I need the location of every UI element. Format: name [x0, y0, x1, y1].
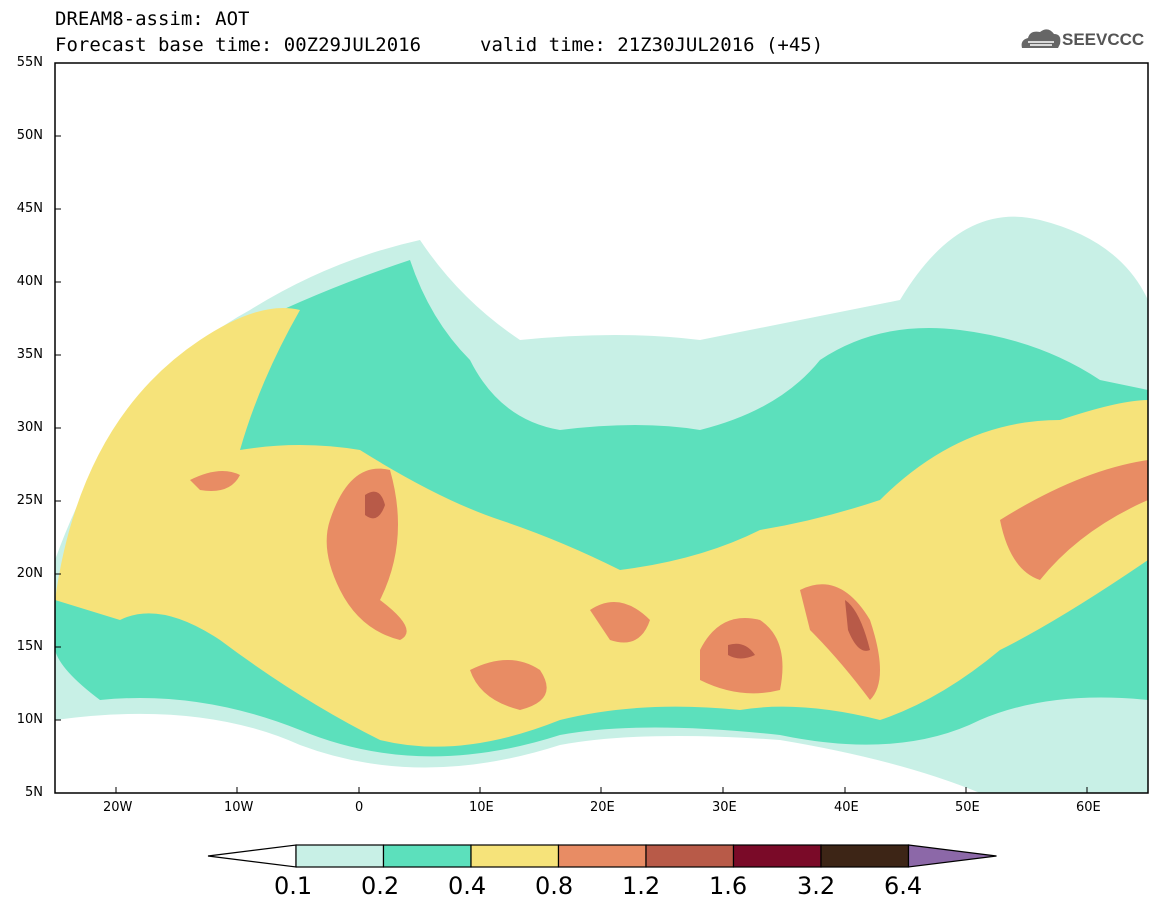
lon-label: 50E: [955, 800, 980, 815]
aot-band-0-8: [326, 468, 407, 640]
colorbar-label: 3.2: [797, 872, 836, 900]
base-time: Forecast base time: 00Z29JUL2016: [55, 34, 422, 56]
logo-icon: [1021, 29, 1061, 48]
colorbar-segment: [645, 844, 735, 868]
colorbar-segment: [820, 844, 910, 868]
title: DREAM8-assim: AOT: [55, 8, 250, 30]
colorbar-segment: [470, 844, 560, 868]
lat-label: 35N: [16, 347, 43, 362]
colorbar: [207, 844, 997, 868]
lat-label: 5N: [25, 785, 43, 800]
colorbar-label: 0.8: [535, 872, 574, 900]
colorbar-segment: [295, 844, 385, 868]
colorbar-arrow-left: [207, 844, 297, 868]
lat-label: 45N: [16, 201, 43, 216]
lon-label: 20W: [103, 800, 133, 815]
lon-label: 0: [355, 800, 364, 815]
colorbar-segment: [732, 844, 822, 868]
lon-label: 10E: [469, 800, 494, 815]
lon-label: 30E: [712, 800, 737, 815]
lat-label: 25N: [16, 493, 43, 508]
aot-band-1-2: [365, 491, 385, 519]
lat-label: 30N: [16, 420, 43, 435]
lon-label: 20E: [590, 800, 615, 815]
colorbar-segment: [382, 844, 472, 868]
colorbar-segment: [557, 844, 647, 868]
colorbar-label: 6.4: [884, 872, 923, 900]
colorbar-arrow-right: [907, 844, 997, 868]
lat-label: 55N: [16, 55, 43, 70]
lon-label: 60E: [1076, 800, 1101, 815]
colorbar-label: 0.1: [274, 872, 313, 900]
valid-time: valid time: 21Z30JUL2016 (+45): [480, 34, 824, 56]
lat-label: 50N: [16, 128, 43, 143]
lat-label: 20N: [16, 566, 43, 581]
lat-label: 15N: [16, 639, 43, 654]
lat-label: 40N: [16, 274, 43, 289]
colorbar-label: 0.4: [448, 872, 487, 900]
lon-label: 10W: [224, 800, 254, 815]
colorbar-label: 1.6: [709, 872, 748, 900]
lon-label: 40E: [834, 800, 859, 815]
colorbar-label: 0.2: [361, 872, 400, 900]
lat-label: 10N: [16, 712, 43, 727]
colorbar-label: 1.2: [622, 872, 661, 900]
logo-text: SEEVCCC: [1062, 30, 1145, 49]
